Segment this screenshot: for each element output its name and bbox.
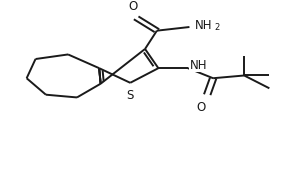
Text: O: O (197, 101, 206, 114)
Text: O: O (128, 0, 138, 13)
Text: 2: 2 (215, 24, 220, 32)
Text: NH: NH (189, 59, 207, 72)
Text: S: S (127, 89, 134, 102)
Text: NH: NH (195, 19, 213, 32)
